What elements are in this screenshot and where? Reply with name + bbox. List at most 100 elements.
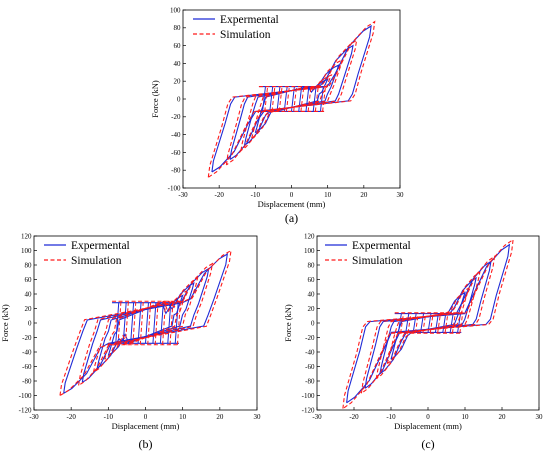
series-line (229, 44, 354, 160)
series-line (300, 86, 305, 112)
series-line (342, 238, 514, 410)
y-tick-label: 100 (304, 247, 315, 255)
series-line (107, 294, 184, 357)
x-tick-label: -10 (251, 191, 261, 199)
y-axis-label: Force (kN) (150, 80, 160, 118)
x-tick-label: -20 (214, 191, 224, 199)
y-tick-label: 0 (311, 319, 315, 327)
x-axis-label: Displacement (mm) (112, 421, 180, 431)
y-tick-label: 40 (308, 290, 316, 298)
series-experimental (346, 243, 511, 404)
series-line (264, 86, 269, 112)
x-tick-label: 0 (144, 413, 148, 421)
series-line (314, 86, 319, 112)
series-line (104, 289, 188, 360)
series-line (278, 86, 283, 112)
series-line (429, 312, 434, 334)
series-line (78, 262, 214, 386)
series-line (444, 312, 449, 334)
y-tick-label: 100 (170, 6, 181, 14)
series-line (63, 253, 229, 394)
plot-area (59, 249, 232, 396)
x-tick-label: -20 (66, 413, 76, 421)
series-experimental (211, 24, 372, 173)
series-line (305, 86, 310, 112)
y-tick-label: 100 (21, 247, 32, 255)
series-line (457, 313, 462, 333)
y-axis-label: Force (kN) (0, 304, 10, 342)
series-line (169, 301, 174, 345)
chart-panel-3: -30 -20 -10 0 10 20 30-120-100-80-60-40-200204… (283, 232, 543, 451)
series-line (176, 301, 181, 345)
series-line (240, 58, 343, 152)
series-line (271, 86, 276, 112)
y-tick-label: 20 (174, 78, 182, 86)
series-simulation (59, 249, 232, 396)
legend: Expermental Simulation (193, 14, 279, 41)
series-line (130, 302, 135, 344)
y-tick-label: -60 (305, 363, 315, 371)
series-line (269, 86, 274, 112)
y-tick-label: -40 (305, 348, 315, 356)
series-line (451, 312, 456, 334)
y-tick-label: -40 (171, 131, 181, 139)
axes-frame (33, 235, 258, 411)
axes-frame (182, 9, 401, 189)
series-line (124, 301, 129, 345)
series-line (407, 312, 412, 334)
x-tick-label: -10 (104, 413, 114, 421)
series-line (251, 73, 333, 139)
series-line (449, 313, 454, 333)
series-line (59, 249, 232, 396)
y-tick-label: -120 (302, 406, 315, 414)
x-tick-label: -30 (29, 413, 39, 421)
chart-panel-1: -30 -20 -10 0 10 20 30-100-80-60-40-2002040608… (150, 6, 404, 225)
plot-area (342, 238, 514, 410)
series-line (139, 301, 144, 345)
series-line (397, 313, 402, 333)
series-line (400, 312, 405, 334)
series-line (319, 86, 324, 112)
y-tick-label: -20 (171, 113, 181, 121)
legend-label: Simulation (352, 255, 403, 267)
panel-label: (c) (421, 437, 434, 451)
series-line (386, 287, 470, 365)
panel-label: (b) (139, 437, 153, 451)
x-tick-label: 30 (536, 413, 544, 421)
y-tick-label: 20 (25, 305, 33, 313)
legend-label: Simulation (71, 255, 122, 267)
x-tick-label: 20 (216, 413, 224, 421)
y-tick-label: 80 (308, 261, 316, 269)
series-line (147, 301, 152, 345)
series-line (276, 86, 281, 112)
series-line (262, 86, 266, 112)
series-simulation (207, 20, 376, 178)
legend-label: Expermental (71, 240, 130, 252)
series-line (211, 24, 372, 173)
series-line (307, 86, 312, 112)
y-tick-label: -120 (19, 406, 32, 414)
series-line (92, 276, 199, 373)
x-tick-label: -20 (349, 413, 359, 421)
y-tick-label: 80 (174, 24, 182, 32)
series-simulation (342, 238, 514, 410)
series-line (405, 313, 410, 333)
series-line (207, 20, 376, 178)
x-tick-label: -10 (386, 413, 396, 421)
series-line (174, 302, 179, 344)
series-line (115, 302, 120, 344)
legend: Expermental Simulation (44, 240, 130, 267)
legend-label: Expermental (220, 14, 279, 26)
y-tick-label: -80 (305, 377, 315, 385)
y-tick-label: 60 (174, 42, 182, 50)
y-tick-label: 60 (308, 276, 316, 284)
y-tick-label: 120 (21, 232, 32, 240)
series-line (159, 302, 164, 344)
y-tick-label: -40 (22, 348, 32, 356)
series-line (162, 301, 167, 345)
series-line (322, 86, 326, 112)
series-line (312, 86, 317, 112)
y-tick-label: 120 (304, 232, 315, 240)
y-tick-label: -100 (168, 184, 181, 192)
